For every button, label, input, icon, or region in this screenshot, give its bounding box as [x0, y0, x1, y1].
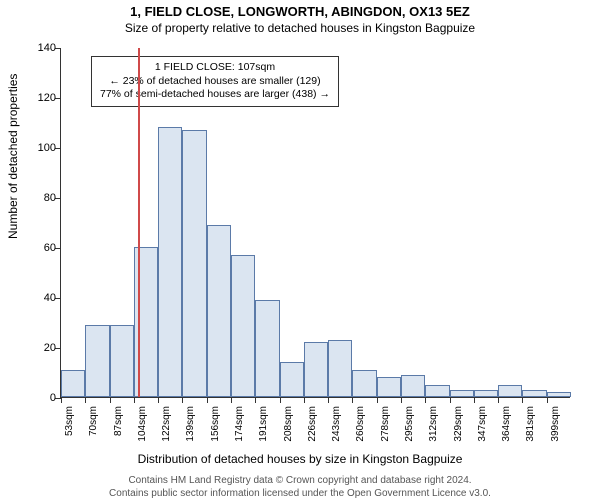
- x-tick: [207, 397, 208, 403]
- histogram-bar: [231, 255, 255, 398]
- x-tick: [450, 397, 451, 403]
- x-tick-label: 174sqm: [234, 406, 245, 442]
- x-tick: [352, 397, 353, 403]
- histogram-bar: [377, 377, 401, 397]
- histogram-bar: [401, 375, 425, 398]
- x-tick: [304, 397, 305, 403]
- x-tick-label: 278sqm: [380, 406, 391, 442]
- attribution: Contains HM Land Registry data © Crown c…: [0, 475, 600, 500]
- marker-line: [138, 48, 140, 397]
- histogram-bar: [474, 390, 498, 398]
- histogram-bar: [522, 390, 546, 398]
- x-tick: [401, 397, 402, 403]
- plot-area: 1 FIELD CLOSE: 107sqm ← 23% of detached …: [60, 48, 570, 398]
- histogram-bar: [85, 325, 109, 398]
- x-tick-label: 226sqm: [307, 406, 318, 442]
- x-tick-label: 399sqm: [550, 406, 561, 442]
- histogram-bar: [207, 225, 231, 398]
- x-tick: [231, 397, 232, 403]
- y-tick-label: 80: [26, 192, 56, 204]
- x-tick: [498, 397, 499, 403]
- x-tick-label: 347sqm: [477, 406, 488, 442]
- histogram-bar: [352, 370, 376, 398]
- info-line-2: ← 23% of detached houses are smaller (12…: [100, 75, 330, 89]
- histogram-bar: [61, 370, 85, 398]
- x-tick-label: 312sqm: [428, 406, 439, 442]
- info-line-1: 1 FIELD CLOSE: 107sqm: [100, 61, 330, 75]
- histogram-bar: [182, 130, 206, 398]
- x-tick-label: 295sqm: [404, 406, 415, 442]
- x-tick-label: 364sqm: [501, 406, 512, 442]
- histogram-bar: [450, 390, 474, 398]
- x-tick-label: 156sqm: [210, 406, 221, 442]
- histogram-bar: [425, 385, 449, 398]
- chart-title: 1, FIELD CLOSE, LONGWORTH, ABINGDON, OX1…: [0, 4, 600, 19]
- x-tick-label: 329sqm: [453, 406, 464, 442]
- x-tick: [547, 397, 548, 403]
- histogram-bar: [304, 342, 328, 397]
- x-axis-label: Distribution of detached houses by size …: [0, 452, 600, 466]
- x-tick-label: 122sqm: [161, 406, 172, 442]
- x-tick: [377, 397, 378, 403]
- x-tick-label: 208sqm: [283, 406, 294, 442]
- y-tick-label: 120: [26, 92, 56, 104]
- histogram-bar: [547, 392, 571, 397]
- x-tick-label: 104sqm: [137, 406, 148, 442]
- x-tick: [425, 397, 426, 403]
- x-tick-label: 243sqm: [331, 406, 342, 442]
- x-tick: [110, 397, 111, 403]
- chart-subtitle: Size of property relative to detached ho…: [0, 21, 600, 35]
- x-tick-label: 139sqm: [185, 406, 196, 442]
- attribution-line-2: Contains public sector information licen…: [0, 488, 600, 500]
- histogram-bar: [280, 362, 304, 397]
- x-tick: [134, 397, 135, 403]
- histogram-bar: [158, 127, 182, 397]
- x-tick-label: 87sqm: [113, 406, 124, 436]
- histogram-bar: [328, 340, 352, 398]
- chart-container: 1, FIELD CLOSE, LONGWORTH, ABINGDON, OX1…: [0, 4, 600, 500]
- histogram-bar: [498, 385, 522, 398]
- y-tick-label: 40: [26, 292, 56, 304]
- x-tick: [61, 397, 62, 403]
- x-tick-label: 381sqm: [525, 406, 536, 442]
- histogram-bar: [255, 300, 279, 398]
- x-tick-label: 53sqm: [64, 406, 75, 436]
- y-tick-label: 20: [26, 342, 56, 354]
- x-tick: [255, 397, 256, 403]
- x-tick-label: 260sqm: [355, 406, 366, 442]
- x-tick: [182, 397, 183, 403]
- y-tick-label: 0: [26, 392, 56, 404]
- x-tick-label: 191sqm: [258, 406, 269, 442]
- x-tick: [522, 397, 523, 403]
- y-tick-label: 140: [26, 42, 56, 54]
- x-tick: [158, 397, 159, 403]
- histogram-bar: [110, 325, 134, 398]
- info-line-3: 77% of semi-detached houses are larger (…: [100, 88, 330, 102]
- x-tick-label: 70sqm: [88, 406, 99, 436]
- y-tick-label: 60: [26, 242, 56, 254]
- attribution-line-1: Contains HM Land Registry data © Crown c…: [0, 475, 600, 488]
- y-axis-label: Number of detached properties: [6, 74, 20, 239]
- info-box: 1 FIELD CLOSE: 107sqm ← 23% of detached …: [91, 56, 339, 107]
- x-tick: [474, 397, 475, 403]
- y-tick-label: 100: [26, 142, 56, 154]
- x-tick: [328, 397, 329, 403]
- x-tick: [85, 397, 86, 403]
- x-tick: [280, 397, 281, 403]
